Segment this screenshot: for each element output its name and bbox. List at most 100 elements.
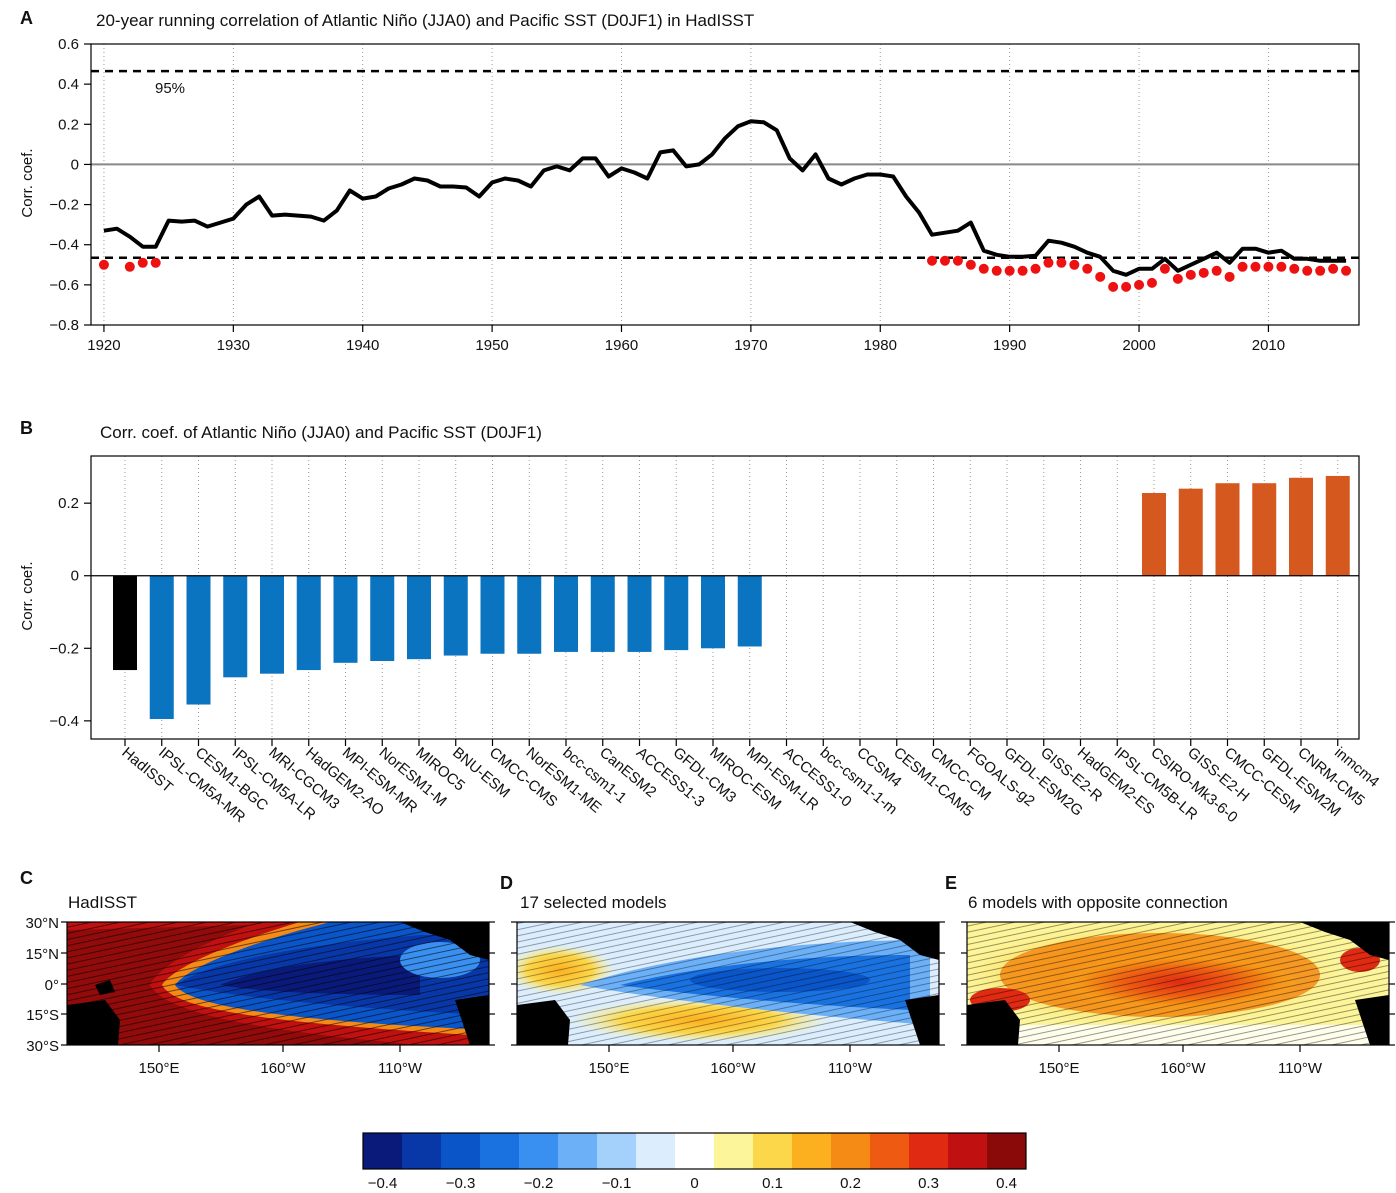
x-tick-label-1980: 1980 xyxy=(864,337,897,354)
panel-a-x-ticks: 1920 1930 1940 1950 1960 1970 1980 1990 2000 2010 xyxy=(87,325,1285,354)
panel-b-ylabel: Corr. coef. xyxy=(19,561,36,630)
bar-CESM1-BGC xyxy=(186,575,211,705)
significant-dot-2003 xyxy=(1172,273,1183,284)
colorbar-swatch-15 xyxy=(948,1133,988,1169)
significant-dot-2010 xyxy=(1263,261,1274,272)
colorbar-label-8: 0.4 xyxy=(996,1175,1017,1192)
colorbar-swatch-13 xyxy=(870,1133,910,1169)
colorbar-label-0: −0.4 xyxy=(368,1175,398,1192)
panel-c-map xyxy=(67,922,489,1045)
significant-dot-1986 xyxy=(952,255,963,266)
bar-GFDL-ESM2M xyxy=(1252,483,1277,576)
bar-MRI-CGCM3 xyxy=(260,575,284,674)
panel-b: B Corr. coef. of Atlantic Niño (JJA0) an… xyxy=(19,418,1382,826)
map-axis-ticks: 30°N 15°N 0° 15°S 30°S 150°E 160°W 110°W 150°E 16… xyxy=(25,915,1395,1077)
x-tick-label-1990: 1990 xyxy=(993,337,1026,354)
colorbar-label-6: 0.2 xyxy=(840,1175,861,1192)
map-c-lon-label-0: 150°E xyxy=(138,1060,179,1077)
panel-b-bars xyxy=(113,475,1350,720)
colorbar-label-1: −0.3 xyxy=(446,1175,476,1192)
colorbar-swatch-16 xyxy=(987,1133,1027,1169)
map-c-lon-label-1: 160°W xyxy=(260,1060,306,1077)
colorbar-swatch-14 xyxy=(909,1133,949,1169)
colorbar-label-3: −0.1 xyxy=(602,1175,632,1192)
significant-dot-2008 xyxy=(1237,261,1248,272)
panel-a-threshold-lines xyxy=(91,69,1359,260)
lat-label-4: 30°S xyxy=(26,1038,59,1055)
panel-c-title: HadISST xyxy=(68,893,137,912)
x-tick-label-1920: 1920 xyxy=(87,337,120,354)
y-tick-label-2: 0.2 xyxy=(58,116,79,133)
significant-dot-1996 xyxy=(1082,263,1093,274)
colorbar-swatch-7 xyxy=(636,1133,676,1169)
significant-dot-2014 xyxy=(1315,265,1326,276)
panel-a-95-annotation: 95% xyxy=(155,80,185,97)
significant-dot-2000 xyxy=(1134,279,1145,290)
map-d-lon-label-0: 150°E xyxy=(588,1060,629,1077)
colorbar-swatch-10 xyxy=(753,1133,793,1169)
panel-c-letter: C xyxy=(20,868,33,888)
significant-dot-1985 xyxy=(939,255,950,266)
significant-dot-1991 xyxy=(1017,265,1028,276)
panel-a-significant-dots xyxy=(98,255,1352,292)
panel-a-letter: A xyxy=(20,8,33,28)
lat-label-1: 15°N xyxy=(25,946,59,963)
significant-dot-1984 xyxy=(927,255,938,266)
colorbar-label-5: 0.1 xyxy=(762,1175,783,1192)
colorbar-swatches xyxy=(362,1132,1027,1170)
panel-a-ylabel: Corr. coef. xyxy=(19,148,36,217)
significant-dot-2013 xyxy=(1302,265,1313,276)
colorbar-label-2: −0.2 xyxy=(524,1175,554,1192)
significant-dot-1997 xyxy=(1095,271,1106,282)
x-tick-label-1930: 1930 xyxy=(217,337,250,354)
significant-dot-1989 xyxy=(991,265,1002,276)
colorbar-swatch-5 xyxy=(558,1133,598,1169)
bar-HadISST xyxy=(113,575,137,671)
bar-CSIRO-Mk3-6-0 xyxy=(1142,493,1166,576)
significant-dot-1993 xyxy=(1043,257,1054,268)
panel-b-title: Corr. coef. of Atlantic Niño (JJA0) and … xyxy=(100,423,542,442)
bar-GISS-E2-H xyxy=(1178,488,1203,576)
panel-b-y-ticks: 0.2 0 −0.2 −0.4 xyxy=(49,495,91,730)
map-e-lon-label-2: 110°W xyxy=(1278,1060,1323,1077)
panel-a-y-ticks: 0.6 0.4 0.2 0 −0.2 −0.4 −0.6 −0.8 xyxy=(49,36,91,334)
bar-CNRM-CM5 xyxy=(1289,477,1313,576)
significant-dot-1922 xyxy=(124,261,135,272)
significant-dot-2016 xyxy=(1341,265,1352,276)
panel-d: D 17 selected models xyxy=(500,873,940,1046)
x-tick-label-2010: 2010 xyxy=(1252,337,1285,354)
bar-inmcm4 xyxy=(1325,475,1350,576)
colorbar-frame xyxy=(362,1132,1027,1170)
significant-dot-1995 xyxy=(1069,259,1080,270)
colorbar: −0.4 −0.3 −0.2 −0.1 0 0.1 0.2 0.3 0.4 xyxy=(362,1132,1027,1192)
bar-HadGEM2-AO xyxy=(296,575,321,671)
y-tick-label-4: −0.2 xyxy=(49,197,79,214)
significant-dot-2015 xyxy=(1328,263,1339,274)
map-e-lon-label-1: 160°W xyxy=(1160,1060,1206,1077)
significant-dot-2009 xyxy=(1250,261,1261,272)
significant-dot-1994 xyxy=(1056,257,1067,268)
lat-label-2: 0° xyxy=(45,977,59,994)
colorbar-swatch-4 xyxy=(519,1133,559,1169)
panel-c: C HadISST xyxy=(20,868,490,1046)
y-tick-label-3: −0.4 xyxy=(49,713,79,730)
panel-a: A 20-year running correlation of Atlanti… xyxy=(19,8,1360,354)
panel-b-frame xyxy=(90,455,1360,740)
panel-d-map xyxy=(517,922,939,1045)
colorbar-swatch-8 xyxy=(675,1133,715,1169)
significant-dot-2007 xyxy=(1224,271,1235,282)
y-tick-label-7: −0.8 xyxy=(49,317,79,334)
panel-b-letter: B xyxy=(20,418,33,438)
bar-IPSL-CM5A-MR xyxy=(149,575,174,720)
y-tick-label-3: 0 xyxy=(71,156,79,173)
y-tick-label-6: −0.6 xyxy=(49,277,79,294)
map-e-lon-label-0: 150°E xyxy=(1038,1060,1079,1077)
panel-a-gridlines xyxy=(103,44,1269,325)
x-tick-label-2000: 2000 xyxy=(1122,337,1155,354)
panel-e-letter: E xyxy=(945,873,957,893)
x-tick-label-1960: 1960 xyxy=(605,337,638,354)
y-tick-label-0: 0.6 xyxy=(58,36,79,53)
panel-a-correlation-line xyxy=(103,119,1347,277)
significant-dot-2001 xyxy=(1146,277,1157,288)
